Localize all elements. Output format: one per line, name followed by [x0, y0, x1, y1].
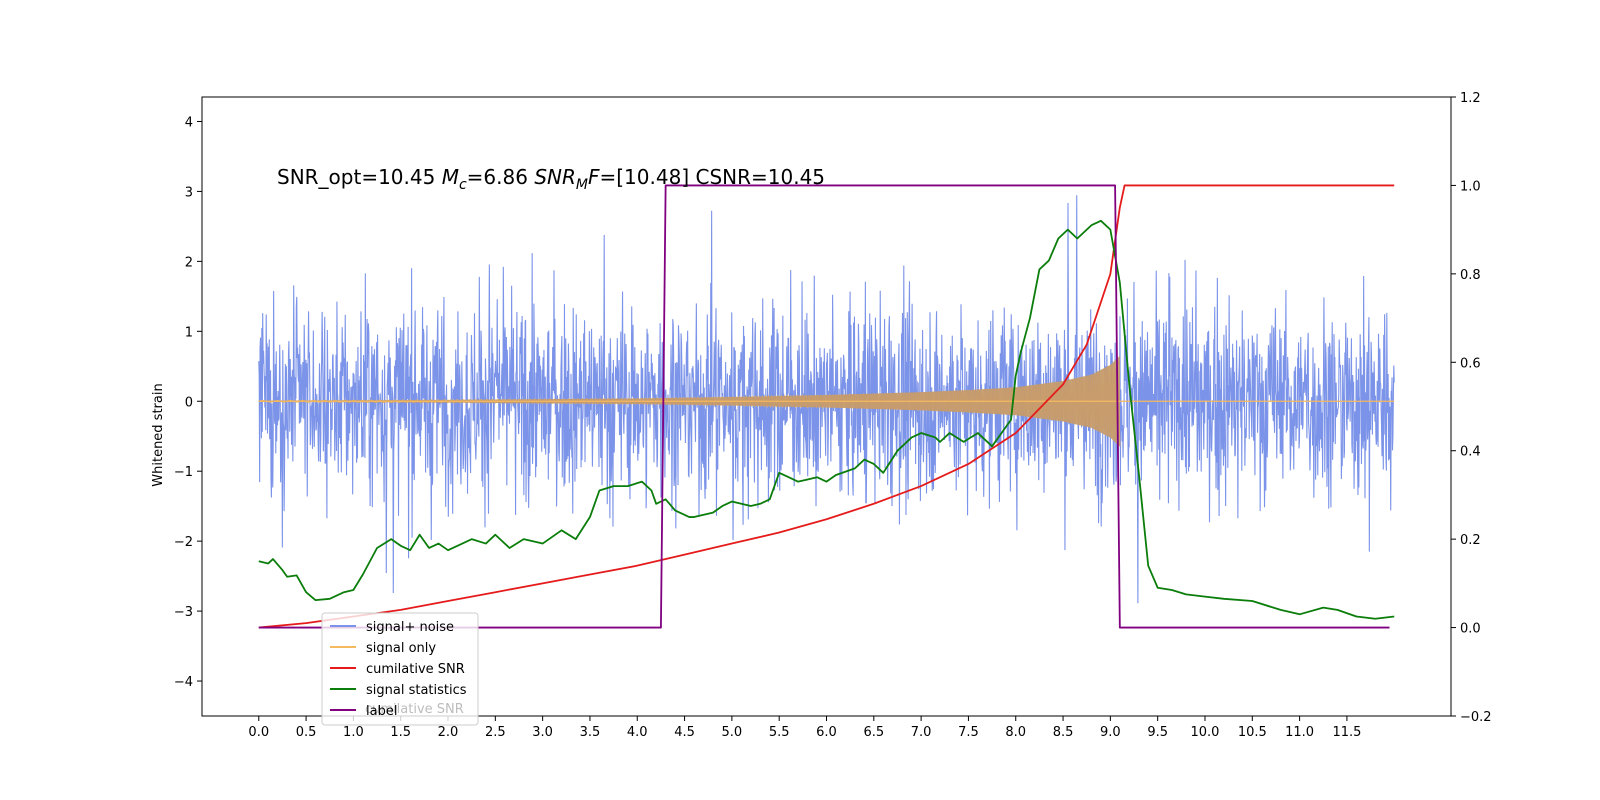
y2-tick-label: −0.2: [1460, 710, 1492, 725]
annotation-snrmf-sub: M: [576, 177, 588, 193]
y2-tick-label: 0.2: [1460, 533, 1481, 548]
x-tick-label: 11.0: [1285, 725, 1314, 740]
annotation-snrmf-tail: F: [588, 165, 600, 189]
y2-tick-label: 1.0: [1460, 179, 1481, 194]
x-tick-label: 3.0: [532, 725, 553, 740]
x-tick-label: 9.0: [1100, 725, 1121, 740]
y2-tick-label: 0.6: [1460, 356, 1481, 371]
x-tick-label: 2.5: [485, 725, 506, 740]
y-axis-ticks: −4 −3 −2 −1 0 1 2 3 4: [174, 115, 202, 690]
chart-annotation: SNR_opt=10.45 Mc=6.86 SNRMF=[10.48] CSNR…: [277, 165, 825, 193]
y-tick-label: 2: [185, 255, 193, 270]
annotation-mc-value: =6.86: [467, 165, 528, 189]
y2-tick-label: 0.4: [1460, 445, 1481, 460]
series-signal-noise: [258, 195, 1395, 604]
y-tick-label: 4: [185, 115, 193, 130]
x-tick-label: 6.5: [863, 725, 884, 740]
x-tick-label: 8.0: [1005, 725, 1026, 740]
x-tick-label: 4.0: [627, 725, 648, 740]
x-tick-label: 7.0: [911, 725, 932, 740]
x-tick-label: 10.0: [1191, 725, 1220, 740]
x-tick-label: 10.5: [1238, 725, 1267, 740]
x-tick-label: 4.5: [674, 725, 695, 740]
y-tick-label: 0: [185, 395, 193, 410]
x-tick-label: 9.5: [1147, 725, 1168, 740]
y2-tick-label: 1.2: [1460, 91, 1481, 106]
annotation-snrmf-value: =[10.48]: [600, 165, 690, 189]
y-tick-label: −4: [174, 675, 193, 690]
y2-axis-ticks: −0.2 0.0 0.2 0.4 0.6 0.8 1.0 1.2: [1451, 91, 1492, 725]
y2-tick-label: 0.0: [1460, 622, 1481, 637]
x-tick-label: 0.0: [248, 725, 269, 740]
y-tick-label: −2: [174, 535, 193, 550]
series-label: [258, 184, 1390, 629]
legend-ghost-text: cumilative SNR: [365, 702, 464, 717]
annotation-mc-symbol: M: [442, 165, 459, 189]
x-tick-label: 5.5: [769, 725, 790, 740]
annotation-snrmf-symbol: SNR: [534, 165, 576, 189]
x-tick-label: 11.5: [1332, 725, 1361, 740]
x-axis-ticks: 0.0 0.5 1.0 1.5 2.0 2.5 3.0 3.5 4.0 4.5 5.0 5.5 6.0 6…: [248, 716, 1361, 740]
annotation-csnr: CSNR=10.45: [695, 165, 825, 189]
y-axis-label: Whitened strain: [151, 383, 166, 486]
y2-tick-label: 0.8: [1460, 268, 1481, 283]
x-tick-label: 5.0: [722, 725, 743, 740]
legend-label: signal+ noise: [366, 620, 454, 635]
series-cumilative-snr: [258, 184, 1395, 629]
x-tick-label: 8.5: [1053, 725, 1074, 740]
x-tick-label: 1.5: [390, 725, 411, 740]
x-tick-label: 6.0: [816, 725, 837, 740]
legend-box: [321, 612, 479, 726]
y-tick-label: −3: [174, 605, 193, 620]
y-tick-label: −1: [174, 465, 193, 480]
legend-label: signal statistics: [366, 683, 467, 698]
x-tick-label: 0.5: [296, 725, 317, 740]
legend-entries: signal+ noise signal only cumilative SNR si…: [330, 620, 467, 719]
legend-label: label: [366, 704, 397, 719]
y-tick-label: 3: [185, 185, 193, 200]
legend-label: signal only: [366, 641, 436, 656]
annotation-snr-opt: SNR_opt=10.45: [277, 165, 435, 189]
x-tick-label: 3.5: [580, 725, 601, 740]
x-tick-label: 2.0: [438, 725, 459, 740]
legend-label: cumilative SNR: [366, 662, 465, 677]
annotation-mc-sub: c: [459, 177, 467, 193]
x-tick-label: 1.0: [343, 725, 364, 740]
legend: cumilative SNR signal+ noise signal only c…: [321, 612, 479, 726]
series-layer: [258, 184, 1395, 629]
y-tick-label: 1: [185, 325, 193, 340]
x-tick-label: 7.5: [958, 725, 979, 740]
series-signal-statistics: [258, 219, 1395, 620]
